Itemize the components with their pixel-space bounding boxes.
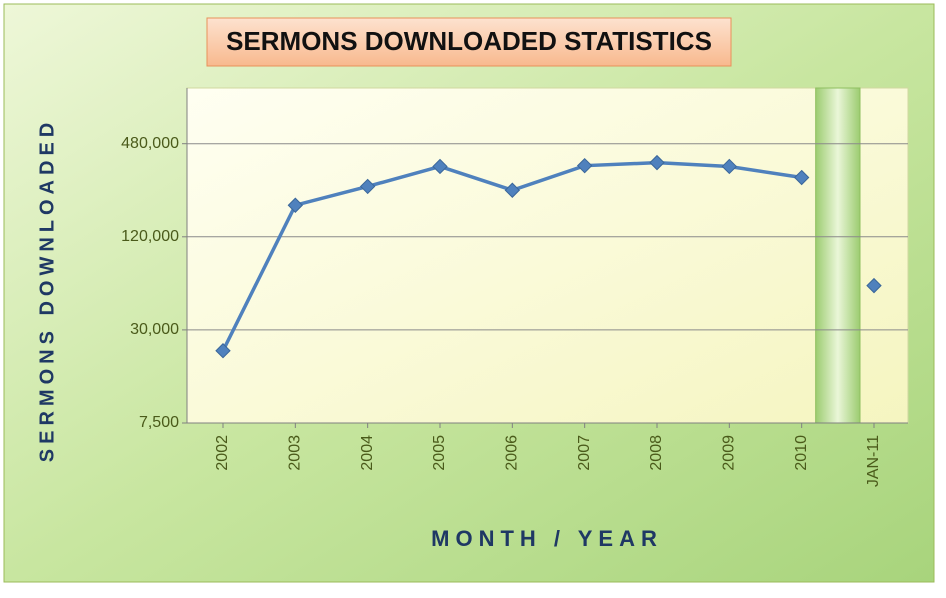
x-tick-label: 2007 bbox=[576, 435, 593, 471]
y-axis-title: SERMONS DOWNLOADED bbox=[36, 118, 58, 462]
data-point bbox=[721, 158, 738, 175]
data-point bbox=[576, 157, 593, 174]
data-point bbox=[866, 277, 882, 294]
data-point bbox=[504, 182, 521, 198]
y-tick-label: 480,000 bbox=[121, 135, 179, 152]
data-point bbox=[287, 197, 304, 213]
data-point bbox=[215, 343, 231, 359]
x-tick-label: 2003 bbox=[287, 435, 304, 471]
y-tick-label: 7,500 bbox=[139, 414, 179, 431]
x-tick-label: 2004 bbox=[359, 435, 376, 471]
x-tick-label: 2008 bbox=[648, 435, 665, 471]
x-axis-title: MONTH / YEAR bbox=[431, 526, 663, 551]
data-point bbox=[649, 154, 665, 171]
x-tick-label: 2009 bbox=[721, 435, 738, 471]
x-tick-label: 2010 bbox=[793, 435, 810, 471]
x-tick-label: JAN-11 bbox=[865, 435, 882, 487]
chart-title: SERMONS DOWNLOADED STATISTICS bbox=[226, 26, 712, 56]
data-point bbox=[359, 178, 376, 195]
data-point bbox=[432, 158, 448, 175]
x-tick-label: 2005 bbox=[431, 435, 448, 471]
title-box bbox=[206, 17, 732, 67]
data-point bbox=[793, 169, 810, 186]
x-tick-label: 2006 bbox=[504, 435, 521, 471]
y-tick-label: 30,000 bbox=[130, 321, 179, 338]
x-tick-label: 2002 bbox=[214, 435, 231, 471]
gap-band bbox=[815, 87, 861, 424]
plot-area bbox=[186, 87, 909, 424]
y-tick-label: 120,000 bbox=[121, 228, 179, 245]
